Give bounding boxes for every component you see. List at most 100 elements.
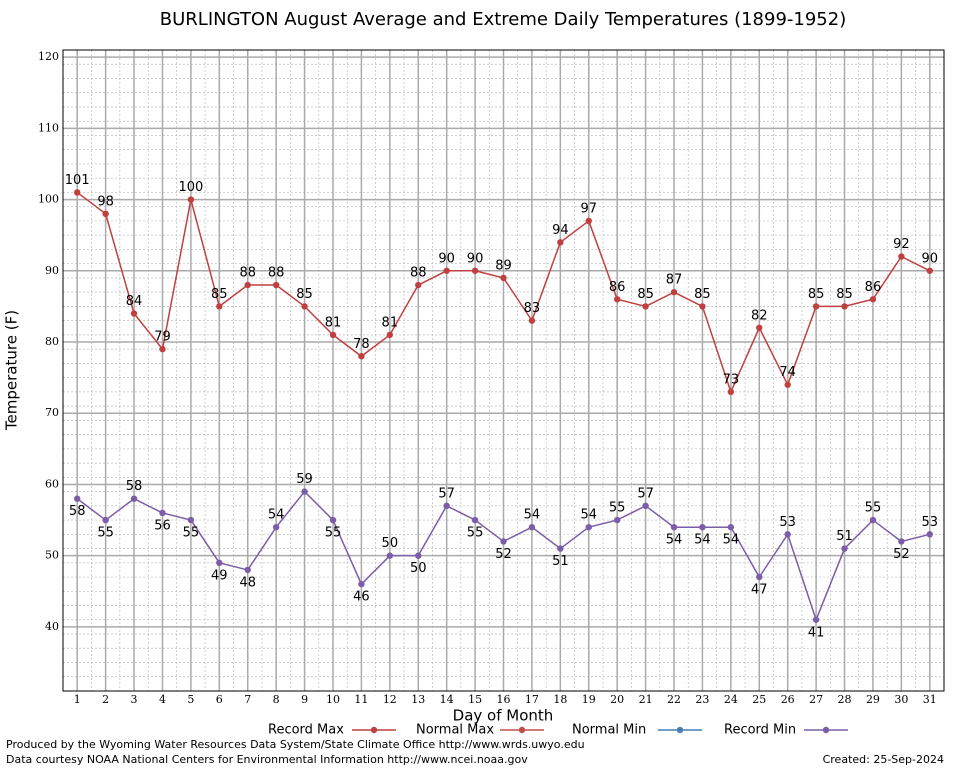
data-point bbox=[841, 303, 848, 310]
data-label: 90 bbox=[922, 251, 939, 266]
x-tick-label: 13 bbox=[411, 693, 425, 706]
legend-label: Normal Min bbox=[572, 723, 646, 738]
data-point bbox=[841, 545, 848, 552]
data-point bbox=[585, 217, 592, 225]
data-label: 74 bbox=[779, 365, 796, 380]
data-point bbox=[74, 495, 81, 502]
data-label: 78 bbox=[353, 337, 370, 352]
legend-swatch-marker bbox=[518, 726, 526, 734]
data-point bbox=[159, 509, 166, 517]
data-point bbox=[216, 303, 223, 310]
data-label: 58 bbox=[69, 504, 86, 519]
x-tick-label: 26 bbox=[781, 693, 795, 706]
data-label: 79 bbox=[154, 330, 171, 345]
data-label: 85 bbox=[211, 287, 228, 302]
data-point bbox=[443, 502, 450, 510]
data-label: 56 bbox=[154, 518, 171, 533]
data-point bbox=[812, 303, 820, 310]
data-label: 57 bbox=[438, 486, 455, 501]
footer-line: Produced by the Wyoming Water Resources … bbox=[6, 738, 585, 751]
data-label: 90 bbox=[467, 251, 484, 266]
y-tick-label: 120 bbox=[38, 50, 59, 63]
x-tick-label: 28 bbox=[838, 693, 852, 706]
data-point bbox=[102, 210, 109, 218]
data-point bbox=[642, 502, 649, 510]
data-point bbox=[699, 523, 706, 531]
x-tick-label: 11 bbox=[354, 693, 368, 706]
data-label: 94 bbox=[552, 223, 569, 238]
data-label: 81 bbox=[382, 315, 399, 330]
x-tick-label: 23 bbox=[695, 693, 709, 706]
data-label: 48 bbox=[239, 575, 256, 590]
data-label: 54 bbox=[666, 533, 683, 548]
x-tick-label: 24 bbox=[724, 693, 738, 706]
x-tick-label: 29 bbox=[866, 693, 880, 706]
data-label: 50 bbox=[382, 536, 399, 551]
chart-title: BURLINGTON August Average and Extreme Da… bbox=[160, 9, 846, 30]
created-date: Created: 25-Sep-2024 bbox=[823, 753, 944, 766]
data-point bbox=[585, 523, 592, 531]
data-label: 98 bbox=[97, 194, 114, 209]
x-tick-label: 30 bbox=[894, 693, 908, 706]
data-point bbox=[613, 296, 621, 303]
x-tick-label: 31 bbox=[923, 693, 937, 706]
data-point bbox=[727, 523, 735, 531]
data-label: 88 bbox=[410, 266, 427, 281]
data-label: 59 bbox=[296, 472, 313, 487]
y-tick-label: 100 bbox=[38, 193, 59, 206]
data-label: 100 bbox=[178, 180, 203, 195]
data-point bbox=[74, 189, 81, 196]
data-point bbox=[471, 267, 479, 274]
data-point bbox=[898, 538, 905, 545]
data-label: 49 bbox=[211, 568, 228, 583]
data-label: 73 bbox=[723, 372, 740, 387]
x-tick-label: 20 bbox=[610, 693, 624, 706]
data-point bbox=[358, 580, 365, 588]
data-label: 54 bbox=[723, 533, 740, 548]
x-tick-label: 16 bbox=[497, 693, 511, 706]
data-label: 81 bbox=[325, 315, 342, 330]
plot-frame bbox=[62, 49, 945, 692]
data-label: 86 bbox=[865, 280, 882, 295]
data-label: 55 bbox=[325, 526, 342, 541]
data-label: 57 bbox=[637, 486, 654, 501]
data-point bbox=[187, 196, 195, 203]
data-label: 84 bbox=[126, 294, 143, 309]
data-label: 82 bbox=[751, 308, 768, 323]
x-tick-label: 10 bbox=[326, 693, 340, 706]
data-point bbox=[415, 552, 422, 559]
data-label: 55 bbox=[865, 501, 882, 516]
legend-swatch-marker bbox=[676, 726, 684, 734]
data-label: 88 bbox=[268, 266, 285, 281]
data-point bbox=[358, 353, 365, 360]
data-point bbox=[386, 552, 394, 559]
data-point bbox=[528, 317, 536, 324]
legend-label: Record Min bbox=[724, 723, 796, 738]
data-point bbox=[613, 516, 621, 524]
data-point bbox=[329, 516, 337, 524]
data-label: 55 bbox=[609, 501, 626, 516]
data-point bbox=[784, 531, 791, 538]
data-point bbox=[784, 381, 791, 388]
data-point bbox=[415, 281, 422, 289]
x-tick-label: 12 bbox=[383, 693, 397, 706]
x-tick-label: 19 bbox=[582, 693, 596, 706]
data-label: 55 bbox=[97, 526, 114, 541]
data-label: 53 bbox=[922, 515, 939, 530]
data-point bbox=[756, 573, 763, 581]
data-label: 54 bbox=[580, 508, 597, 523]
data-point bbox=[557, 239, 564, 246]
x-axis-label: Day of Month bbox=[453, 707, 554, 725]
data-label: 85 bbox=[637, 287, 654, 302]
y-tick-label: 40 bbox=[45, 620, 59, 633]
y-tick-label: 80 bbox=[45, 335, 59, 348]
data-label: 97 bbox=[580, 201, 597, 216]
data-label: 46 bbox=[353, 590, 370, 605]
data-point bbox=[272, 523, 280, 531]
data-point bbox=[869, 516, 877, 524]
data-point bbox=[869, 296, 877, 303]
data-label: 41 bbox=[808, 625, 825, 640]
data-point bbox=[244, 566, 251, 574]
y-tick-label: 70 bbox=[45, 406, 59, 419]
data-point bbox=[670, 523, 678, 531]
